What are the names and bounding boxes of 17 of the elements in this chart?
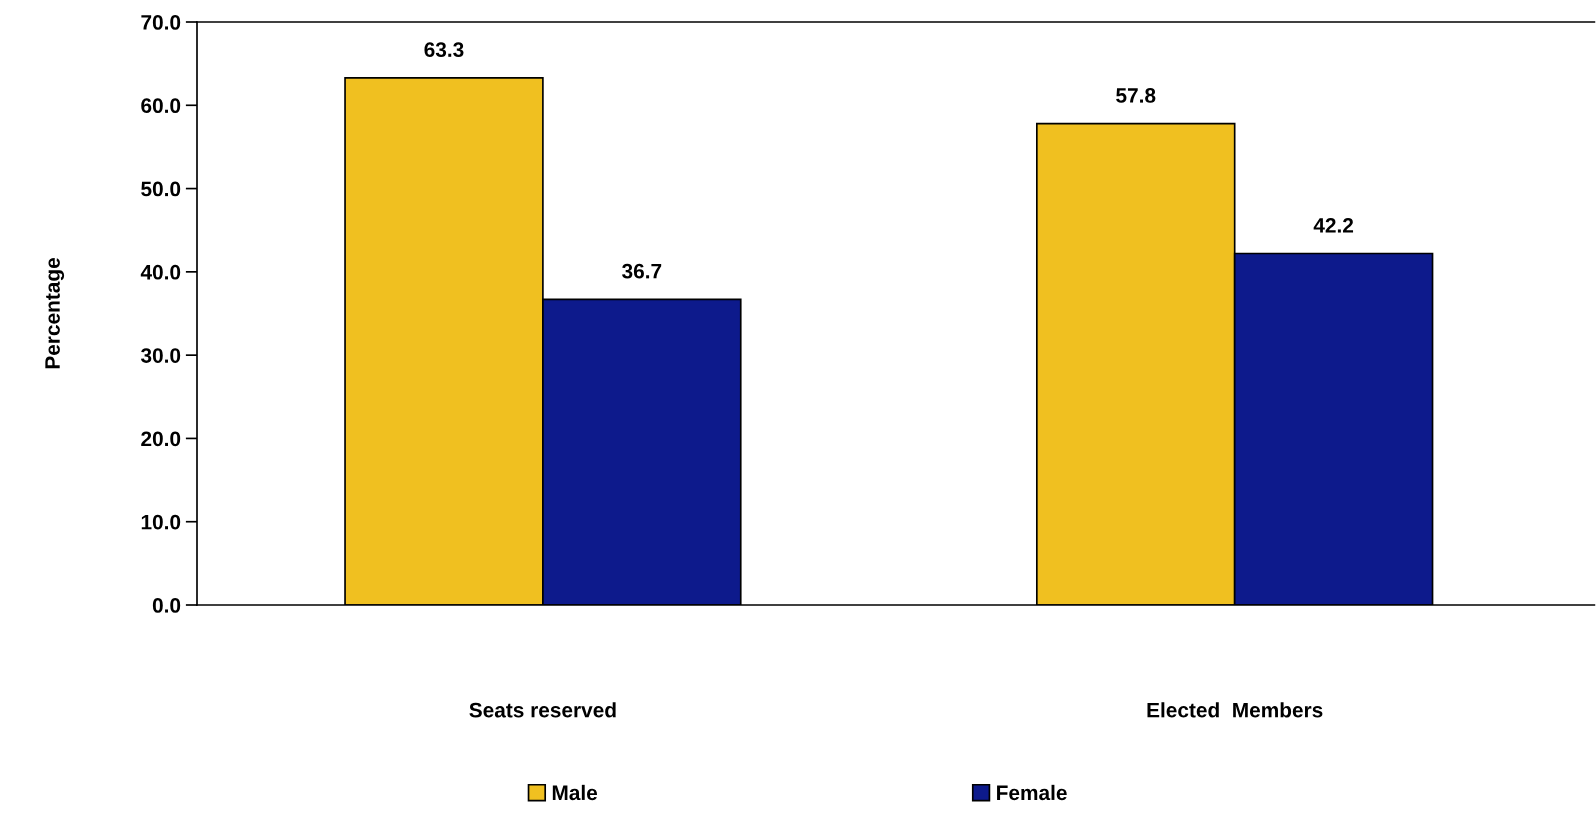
data-label: 36.7 [622, 263, 662, 279]
y-axis-title: Percentage [45, 258, 65, 369]
legend-label: Male [552, 784, 598, 801]
data-label: 57.8 [1116, 88, 1156, 103]
y-tick-label: 20.0 [141, 431, 181, 447]
y-tick-label: 50.0 [141, 181, 181, 197]
x-tick-label: Seats reserved [469, 702, 616, 718]
x-tick-label: Elected Members [1147, 702, 1323, 718]
y-tick-label: 10.0 [141, 514, 181, 530]
legend-label: Female [997, 784, 1067, 801]
data-label: 63.3 [424, 42, 464, 58]
y-tick-label: 70.0 [141, 15, 181, 30]
y-tick-label: 30.0 [140, 348, 181, 363]
y-tick-label: 40.0 [140, 264, 181, 280]
data-label: 42.2 [1313, 218, 1354, 233]
y-tick-label: 60.0 [141, 98, 181, 114]
y-tick-label: 0.0 [152, 598, 181, 613]
